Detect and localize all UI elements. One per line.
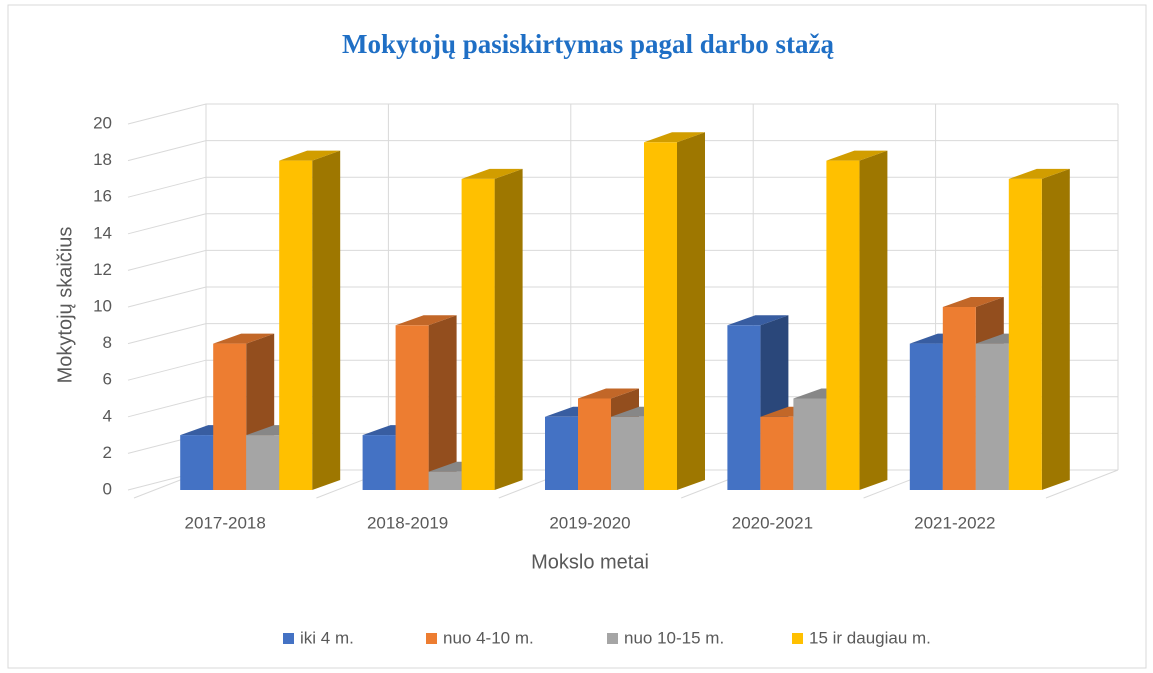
y-tick-label: 6: [103, 370, 112, 389]
bar-front: [395, 325, 429, 490]
bar-side: [1041, 168, 1070, 490]
bar-top: [461, 168, 523, 179]
bar-top: [395, 315, 457, 326]
bar-front: [909, 343, 943, 490]
bar-front: [942, 307, 976, 490]
legend-label: nuo 10-15 m.: [624, 628, 724, 647]
bar: [395, 315, 457, 490]
y-tick-label: 4: [103, 406, 112, 425]
x-axis-title: Mokslo metai: [531, 551, 649, 573]
bar-side: [428, 315, 457, 490]
bar-top: [578, 388, 639, 399]
y-tick-label: 14: [93, 223, 112, 242]
bar-front: [246, 435, 280, 490]
y-tick-label: 12: [93, 260, 112, 279]
bar-top: [213, 333, 275, 344]
bar-side: [677, 132, 705, 491]
bar-top: [1008, 168, 1070, 179]
grid-line: [127, 103, 1118, 125]
legend-swatch: [283, 633, 294, 644]
legend-label: 15 ir daugiau m.: [809, 628, 931, 647]
bar-front: [760, 416, 794, 490]
grid-line: [127, 213, 1118, 235]
bar: [279, 150, 341, 490]
x-tick-label: 2019-2020: [549, 513, 630, 532]
bar-top: [727, 315, 789, 326]
grid-line: [127, 176, 1118, 198]
legend-swatch: [607, 633, 618, 644]
bar-side: [312, 150, 341, 490]
bar-front: [279, 160, 313, 490]
y-axis-title: Mokytojų skaičius: [54, 227, 76, 384]
y-tick-label: 18: [93, 150, 112, 169]
y-tick-label: 2: [103, 443, 112, 462]
bar-front: [727, 325, 761, 490]
y-tick-label: 10: [93, 296, 112, 315]
y-tick-label: 16: [93, 187, 112, 206]
legend-label: nuo 4-10 m.: [443, 628, 534, 647]
bar: [826, 150, 888, 490]
x-tick-label: 2020-2021: [732, 513, 813, 532]
bar-top: [942, 297, 1004, 307]
y-tick-label: 8: [103, 333, 112, 352]
bar: [461, 168, 523, 490]
bar-front: [362, 435, 396, 490]
bar-front: [826, 160, 860, 490]
legend: iki 4 m. nuo 4-10 m. nuo 10-15 m. 15 ir dau…: [283, 628, 931, 647]
bar-front: [461, 178, 495, 490]
grid-line: [127, 140, 1118, 162]
bar: [644, 132, 705, 491]
bar-front: [1008, 178, 1042, 490]
bar-front: [545, 416, 578, 490]
floor-divider: [1045, 469, 1119, 499]
y-tick-label: 0: [103, 479, 112, 498]
bar-top: [644, 132, 705, 143]
grid-line: [127, 323, 1118, 345]
grid-line: [127, 359, 1118, 381]
bar-front: [975, 343, 1009, 490]
y-tick-label: 20: [93, 113, 112, 132]
bars: [180, 132, 1070, 491]
bar-front: [428, 471, 462, 490]
x-tick-label: 2021-2022: [914, 513, 995, 532]
bar-side: [494, 168, 523, 490]
bar-front: [644, 142, 677, 491]
bar-front: [611, 416, 644, 490]
bar-front: [578, 398, 611, 490]
grid-line: [127, 249, 1118, 271]
legend-label: iki 4 m.: [300, 628, 354, 647]
legend-swatch: [792, 633, 803, 644]
x-tick-label: 2017-2018: [185, 513, 266, 532]
legend-swatch: [426, 633, 437, 644]
bar: [1008, 168, 1070, 490]
bar-side: [859, 150, 888, 490]
bar-front: [213, 343, 247, 490]
chart-title: Mokytojų pasiskirtymas pagal darbo stažą: [342, 29, 835, 59]
x-tick-label: 2018-2019: [367, 513, 448, 532]
grid-line: [127, 286, 1118, 308]
bar-top: [279, 150, 341, 161]
bar-front: [180, 435, 214, 490]
bar-front: [793, 398, 827, 490]
bar-top: [826, 150, 888, 161]
